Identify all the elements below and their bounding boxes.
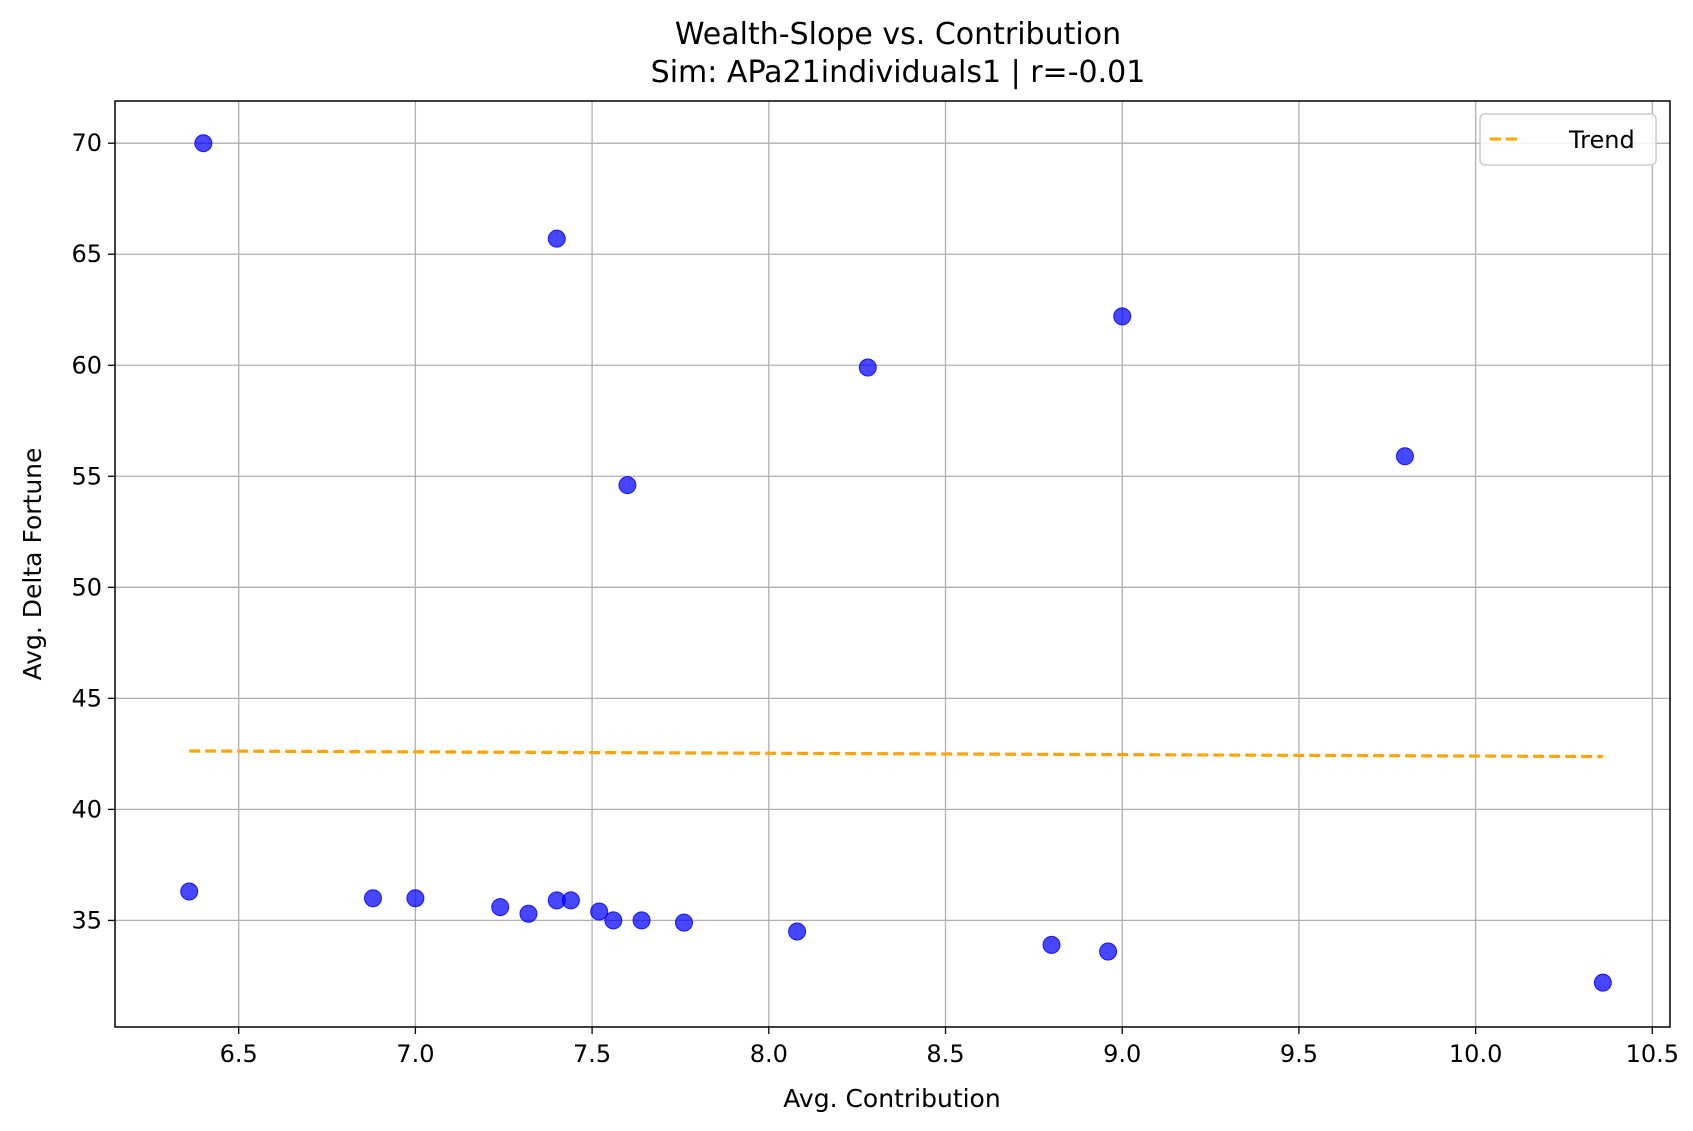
- data-point: [491, 898, 510, 917]
- y-tick-label: 55: [71, 462, 102, 490]
- data-point: [406, 889, 425, 908]
- data-point: [590, 902, 609, 921]
- x-tick-label: 7.5: [573, 1040, 611, 1068]
- chart-title: Wealth-Slope vs. Contribution: [675, 17, 1121, 52]
- data-point: [547, 229, 566, 248]
- legend-box: [1479, 113, 1657, 166]
- x-tick-label: 7.0: [396, 1040, 434, 1068]
- trend-layer: [189, 749, 1603, 759]
- data-point: [1042, 935, 1061, 954]
- y-tick-label: 65: [71, 240, 102, 268]
- y-axis-ticks: 35 40 45 50 55 60 65 70: [71, 129, 115, 934]
- x-axis-label: Avg. Contribution: [783, 1084, 1000, 1113]
- y-tick-label: 35: [71, 906, 102, 934]
- x-tick-label: 8.0: [750, 1040, 788, 1068]
- y-tick-label: 45: [71, 684, 102, 712]
- y-tick-label: 50: [71, 573, 102, 601]
- data-point: [674, 913, 693, 932]
- data-point: [1395, 447, 1414, 466]
- x-axis-ticks: 6.5 7.0 7.5 8.0 8.5 9.0 9.5 10.0 10.5: [220, 1027, 1679, 1068]
- grid: [115, 101, 1670, 1027]
- data-point: [519, 904, 538, 923]
- data-point: [618, 476, 637, 495]
- x-tick-label: 8.5: [926, 1040, 964, 1068]
- data-point: [1113, 307, 1132, 326]
- points-layer: [180, 134, 1612, 992]
- data-point: [1593, 973, 1612, 992]
- data-point: [858, 358, 877, 377]
- x-tick-label: 6.5: [220, 1040, 258, 1068]
- y-tick-label: 60: [71, 351, 102, 379]
- chart-subtitle: Sim: APa21individuals1 | r=-0.01: [651, 55, 1146, 90]
- data-point: [561, 891, 580, 910]
- x-tick-label: 9.5: [1280, 1040, 1318, 1068]
- y-tick-label: 40: [71, 795, 102, 823]
- data-point: [604, 911, 623, 930]
- legend-trend-label: Trend: [1568, 126, 1635, 154]
- trend-line: [189, 749, 1603, 759]
- x-tick-label: 10.0: [1449, 1040, 1502, 1068]
- plot-frame: [114, 100, 1671, 1028]
- data-point: [1099, 942, 1118, 961]
- y-tick-label: 70: [71, 129, 102, 157]
- data-point: [788, 922, 807, 941]
- data-point: [632, 911, 651, 930]
- data-point: [180, 882, 199, 901]
- legend: Trend: [1479, 113, 1657, 166]
- x-tick-label: 10.5: [1626, 1040, 1679, 1068]
- x-tick-label: 9.0: [1103, 1040, 1141, 1068]
- y-axis-label: Avg. Delta Fortune: [18, 448, 47, 681]
- data-point: [363, 889, 382, 908]
- data-point: [194, 134, 213, 153]
